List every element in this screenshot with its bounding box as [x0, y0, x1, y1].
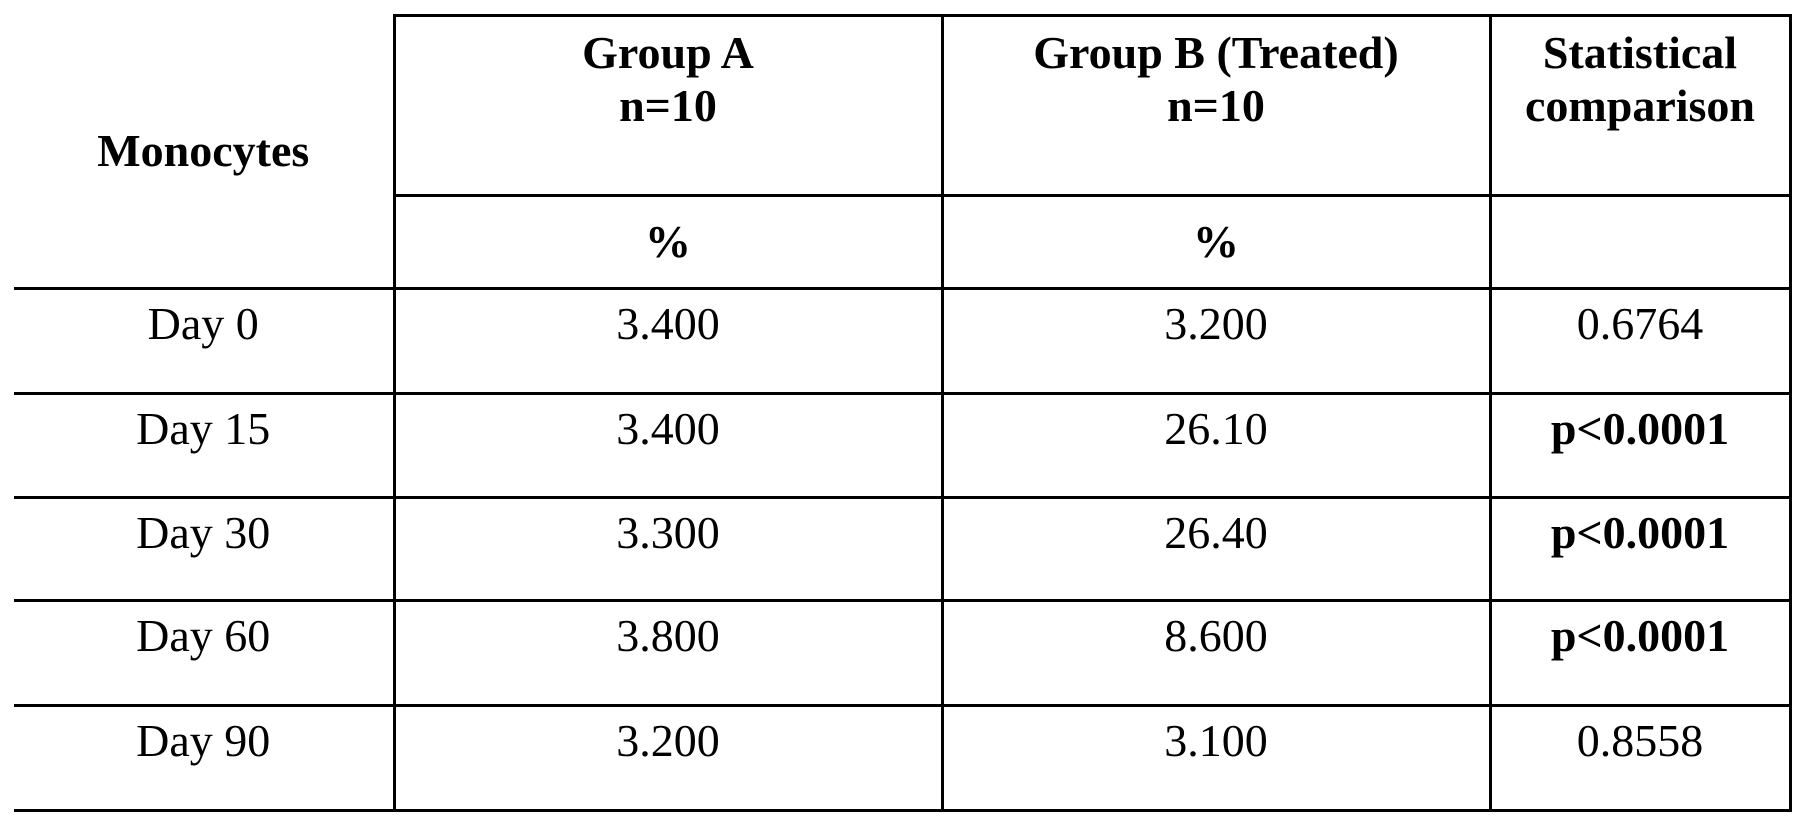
row-header-label: Monocytes: [97, 125, 309, 176]
group-b-n: n=10: [944, 80, 1489, 133]
comparison-value: 0.8558: [1490, 706, 1790, 811]
comparison-value: p<0.0001: [1490, 601, 1790, 706]
group-a-header: Group A n=10: [394, 16, 942, 196]
table-row: Day 0 3.400 3.200 0.6764: [14, 289, 1790, 394]
row-label: Day 30: [14, 498, 394, 601]
group-b-value: 8.600: [942, 601, 1490, 706]
row-label: Day 0: [14, 289, 394, 394]
comparison-header-line2: comparison: [1492, 80, 1789, 133]
group-a-value: 3.300: [394, 498, 942, 601]
table-row: Day 90 3.200 3.100 0.8558: [14, 706, 1790, 811]
comparison-header-line1: Statistical: [1492, 27, 1789, 80]
row-label: Day 60: [14, 601, 394, 706]
group-a-unit: %: [394, 196, 942, 289]
comparison-header: Statistical comparison: [1490, 16, 1790, 196]
comparison-value: p<0.0001: [1490, 394, 1790, 498]
group-b-value: 26.40: [942, 498, 1490, 601]
table-row: Day 30 3.300 26.40 p<0.0001: [14, 498, 1790, 601]
group-a-value: 3.400: [394, 394, 942, 498]
comparison-value: 0.6764: [1490, 289, 1790, 394]
comparison-unit: [1490, 196, 1790, 289]
group-b-value: 26.10: [942, 394, 1490, 498]
table-row: Day 15 3.400 26.10 p<0.0001: [14, 394, 1790, 498]
group-a-value: 3.200: [394, 706, 942, 811]
group-b-value: 3.200: [942, 289, 1490, 394]
group-b-value: 3.100: [942, 706, 1490, 811]
monocytes-table: Monocytes Group A n=10 Group B (Treated)…: [14, 14, 1792, 812]
row-label: Day 90: [14, 706, 394, 811]
row-header-cell: Monocytes: [14, 16, 394, 289]
row-label: Day 15: [14, 394, 394, 498]
group-b-unit: %: [942, 196, 1490, 289]
group-a-name: Group A: [396, 27, 941, 80]
table-row: Day 60 3.800 8.600 p<0.0001: [14, 601, 1790, 706]
comparison-value: p<0.0001: [1490, 498, 1790, 601]
group-a-value: 3.800: [394, 601, 942, 706]
group-b-header: Group B (Treated) n=10: [942, 16, 1490, 196]
group-a-value: 3.400: [394, 289, 942, 394]
header-row: Monocytes Group A n=10 Group B (Treated)…: [14, 16, 1790, 196]
group-b-name: Group B (Treated): [944, 27, 1489, 80]
group-a-n: n=10: [396, 80, 941, 133]
